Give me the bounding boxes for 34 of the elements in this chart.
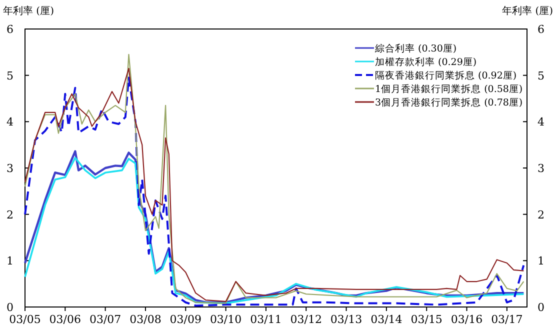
y2-tick-label: 0	[538, 301, 544, 314]
y2-tick-label: 3	[538, 162, 544, 175]
x-tick-label: 03/09	[170, 313, 202, 326]
y-tick-label: 3	[6, 162, 14, 175]
x-tick-label: 03/13	[330, 313, 362, 326]
x-tick-label: 03/14	[370, 313, 402, 326]
x-tick-label: 03/07	[89, 313, 122, 326]
y2-tick-label: 2	[538, 208, 544, 222]
y2-axis-title: 年利率 (厘)	[502, 5, 554, 17]
x-tick-label: 03/12	[290, 313, 322, 326]
x-tick-label: 03/15	[410, 313, 442, 326]
legend-label: 綜合利率 (0.30厘)	[374, 42, 457, 54]
x-tick-label: 03/16	[450, 313, 483, 326]
x-tick-label: 03/05	[9, 313, 41, 326]
y-axis-title: 年利率 (厘)	[3, 5, 54, 17]
x-tick-label: 03/17	[491, 313, 523, 326]
legend-label: 隔夜香港銀行同業拆息 (0.92厘)	[375, 70, 517, 82]
y2-tick-label: 6	[538, 23, 544, 36]
y2-tick-label: 4	[538, 116, 544, 129]
y-tick-label: 5	[6, 69, 14, 82]
x-tick-label: 03/06	[49, 313, 82, 326]
x-tick-label: 03/10	[210, 313, 242, 326]
x-tick-label: 03/08	[130, 313, 162, 326]
y-tick-label: 2	[6, 208, 14, 222]
y2-tick-label: 5	[538, 69, 544, 82]
legend-label: 1個月香港銀行同業拆息 (0.58厘)	[375, 83, 523, 95]
y-tick-label: 0	[6, 301, 14, 314]
y-tick-label: 1	[6, 254, 14, 268]
legend-label: 3個月香港銀行同業拆息 (0.78厘)	[375, 96, 523, 108]
y-tick-label: 6	[6, 23, 14, 36]
y-tick-label: 4	[6, 116, 14, 129]
legend-label: 加權存款利率 (0.29厘)	[375, 56, 477, 68]
y2-tick-label: 1	[538, 254, 544, 268]
x-tick-label: 03/11	[250, 313, 282, 326]
